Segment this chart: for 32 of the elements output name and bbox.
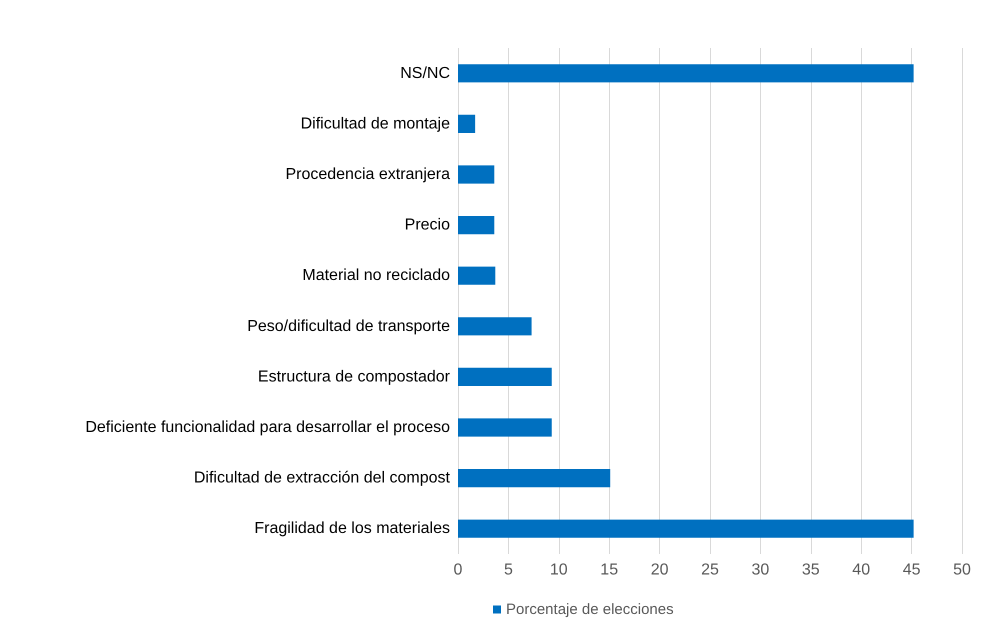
y-tick-label: Dificultad de extracción del compost [194, 470, 451, 487]
bar [458, 317, 532, 336]
bar [458, 114, 476, 134]
bar [458, 64, 914, 82]
y-tick-label: Procedencia extranjera [285, 166, 450, 183]
y-tick-label: Fragilidad de los materiales [254, 520, 450, 538]
x-tick-label: 25 [701, 562, 719, 578]
y-tick-label: Precio [404, 216, 450, 234]
legend-label: Porcentaje de elecciones [506, 601, 674, 618]
bar [458, 216, 494, 234]
x-tick-label: 10 [550, 562, 568, 578]
y-tick-label: Estructura de compostador [258, 368, 451, 386]
x-tick-label: 5 [504, 562, 513, 578]
y-tick-label: Peso/dificultad de transporte [247, 318, 450, 335]
x-tick-label: 20 [650, 562, 669, 578]
x-tick-label: 50 [953, 562, 971, 578]
x-tick-label: 30 [752, 562, 770, 578]
y-tick-label: Material no reciclado [302, 267, 450, 284]
x-tick-label: 15 [600, 562, 618, 578]
bar [458, 165, 494, 184]
bar [458, 266, 496, 285]
y-tick-label: Dificultad de montaje [300, 115, 450, 132]
bar [458, 520, 914, 538]
x-tick-label: 0 [454, 562, 463, 578]
x-tick-label: 45 [902, 562, 921, 578]
x-tick-label: 35 [802, 562, 820, 578]
bar [458, 468, 610, 488]
y-tick-label: Deficiente funcionalidad para desarrollar el proceso [85, 419, 450, 436]
bar [458, 418, 552, 437]
y-tick-label: NS/NC [400, 64, 450, 82]
x-tick-label: 40 [852, 562, 870, 578]
bar [458, 368, 552, 386]
